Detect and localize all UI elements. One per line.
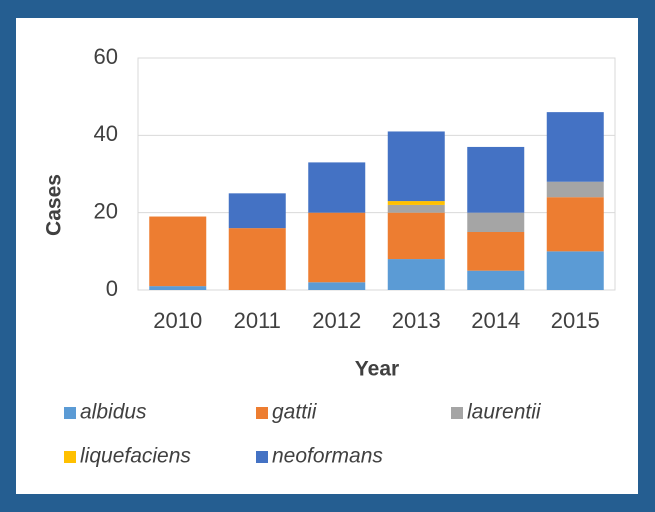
legend-label: gattii — [272, 401, 318, 424]
bar-segment — [387, 201, 445, 205]
bar-segment — [228, 228, 286, 290]
bar-segment — [387, 204, 445, 213]
y-tick-label: 0 — [106, 276, 118, 301]
x-tick-label: 2010 — [153, 308, 202, 333]
x-tick-label: 2011 — [234, 308, 281, 333]
bar-segment — [546, 181, 604, 198]
y-tick-label: 60 — [94, 44, 118, 69]
x-tick-label: 2013 — [392, 308, 441, 333]
y-tick-label: 20 — [94, 198, 118, 223]
legend-swatch — [256, 451, 268, 463]
x-axis-title: Year — [355, 358, 399, 381]
legend-label: albidus — [80, 401, 147, 424]
bar-segment — [387, 212, 445, 260]
bar-segment — [149, 216, 207, 287]
x-tick-label: 2015 — [551, 308, 600, 333]
legend-label: laurentii — [467, 401, 542, 424]
bar-segment — [308, 212, 366, 283]
bar-segment — [308, 162, 366, 213]
legend-label: liquefaciens — [80, 445, 191, 468]
bar-segment — [467, 232, 525, 271]
x-tick-label: 2012 — [312, 308, 361, 333]
legend-swatch — [64, 451, 76, 463]
bar-segment — [308, 282, 366, 290]
x-tick-label: 2014 — [471, 308, 520, 333]
bar-segment — [387, 259, 445, 290]
bar-segment — [467, 212, 525, 232]
bar-segment — [546, 112, 604, 182]
bar-segment — [546, 197, 604, 252]
bar-segment — [228, 193, 286, 229]
bar-segment — [149, 286, 207, 290]
legend-swatch — [256, 407, 268, 419]
y-tick-label: 40 — [94, 121, 118, 146]
bar-segment — [546, 251, 604, 290]
bar-segment — [467, 270, 525, 290]
bar-segment — [467, 146, 525, 213]
legend-swatch — [64, 407, 76, 419]
legend-swatch — [451, 407, 463, 419]
bar-segment — [387, 131, 445, 202]
legend-label: neoformans — [272, 445, 383, 468]
y-axis-title: Cases — [43, 174, 66, 236]
